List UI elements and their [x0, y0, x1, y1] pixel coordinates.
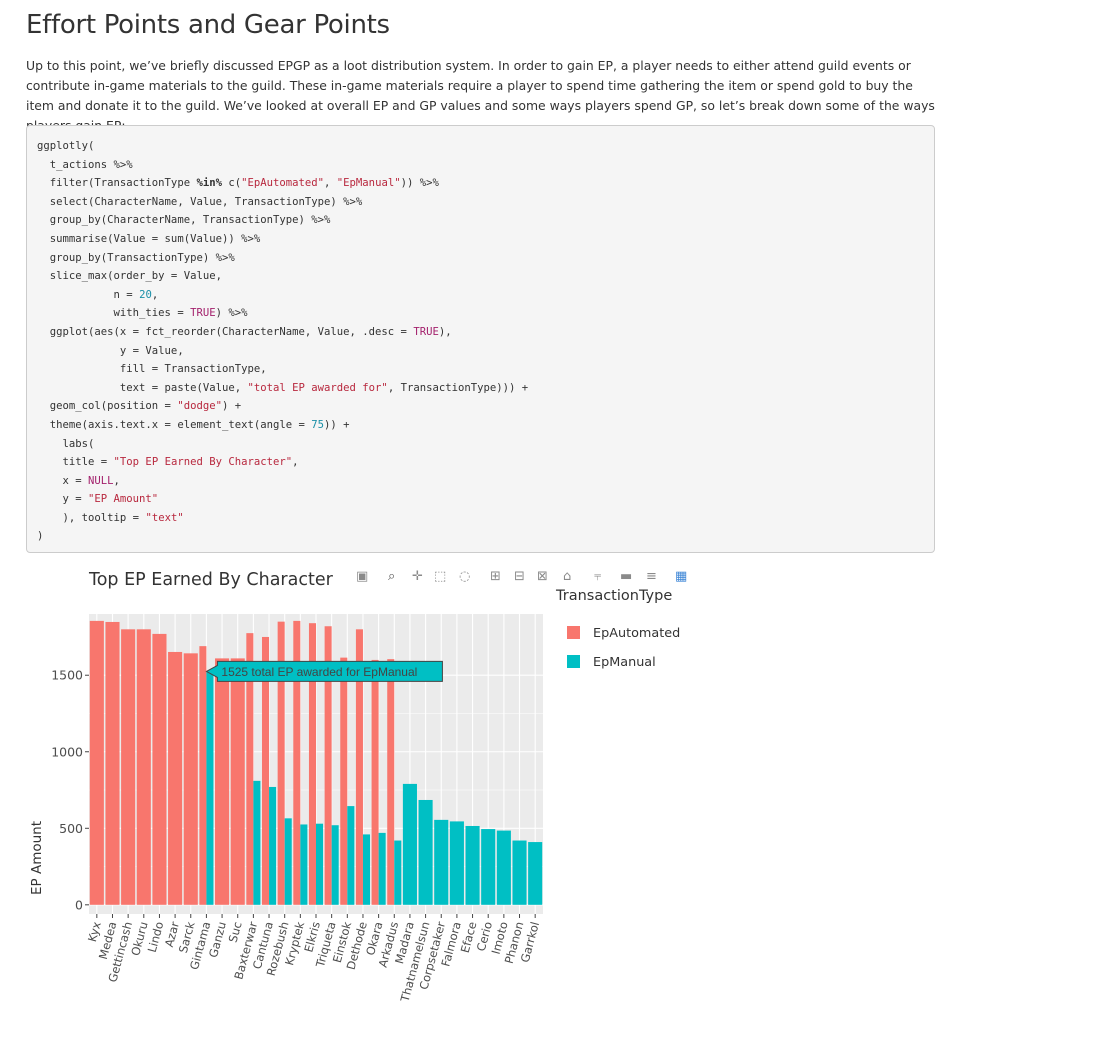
y-tick-label: 1500 [51, 668, 83, 683]
pan-icon[interactable]: ✛ [412, 569, 423, 584]
bar-epmanual-phanon[interactable] [512, 840, 527, 905]
bar-epmanual-imoto[interactable] [496, 830, 511, 905]
bar-epautomated-rozebush[interactable] [277, 621, 285, 905]
legend-item-epautomated[interactable]: EpAutomated [567, 626, 680, 642]
intro-paragraph: Up to this point, we’ve briefly discusse… [26, 58, 935, 133]
bar-epmanual-cantuna[interactable] [269, 786, 277, 905]
bar-epmanual-einstok[interactable] [347, 806, 355, 905]
bar-epmanual-gintama[interactable] [206, 671, 214, 905]
y-tick-label: 1000 [51, 744, 83, 759]
bar-epautomated-okara[interactable] [371, 659, 379, 905]
legend-swatch-epautomated [567, 626, 580, 639]
chart-title: Top EP Earned By Character [88, 570, 334, 590]
code-line: y = Value, [37, 344, 184, 357]
bar-epautomated-azar[interactable] [168, 651, 183, 905]
code-line: group_by(CharacterName, TransactionType)… [37, 214, 331, 227]
code-line: n = 20, [37, 288, 159, 301]
code-line: ggplotly( [37, 140, 95, 152]
code-line: t_actions %>% [37, 158, 133, 171]
bar-epautomated-kyx[interactable] [89, 620, 104, 905]
tooltip-box [205, 660, 443, 682]
code-line: labs( [37, 437, 95, 450]
zoom-icon[interactable]: ⌕ [388, 569, 396, 584]
tooltip-text: 1525 total EP awarded for EpManual [221, 665, 417, 679]
bar-epautomated-gintama[interactable] [199, 646, 207, 905]
legend-title: TransactionType [556, 588, 673, 604]
spike-lines-icon[interactable]: ⫧ [594, 569, 602, 584]
code-line: filter(TransactionType %in% c("EpAutomat… [37, 177, 439, 190]
bar-epmanual-okara[interactable] [378, 832, 386, 905]
bar-epautomated-ganzu[interactable] [215, 658, 230, 905]
box-select-icon[interactable]: ⬚ [434, 569, 447, 584]
bar-epautomated-okuru[interactable] [136, 629, 151, 905]
bar-epmanual-thatnamelsun[interactable] [418, 799, 433, 905]
bar-epautomated-suc[interactable] [230, 658, 245, 905]
hover-closest-icon[interactable]: ▬ [620, 569, 633, 584]
lasso-icon[interactable]: ◌ [459, 569, 471, 584]
autoscale-icon[interactable]: ⊠ [537, 569, 548, 584]
camera-icon[interactable]: ▣ [356, 569, 369, 584]
code-block: ggplotly( t_actions %>% filter(Transacti… [26, 125, 935, 553]
x-tick-label: Kyx [85, 920, 104, 943]
code-line: slice_max(order_by = Value, [37, 270, 222, 283]
code-line: ), tooltip = "text" [37, 511, 184, 524]
home-icon[interactable]: ⌂ [563, 569, 572, 584]
hover-tooltip: 1525 total EP awarded for EpManual [205, 660, 443, 682]
bar-epautomated-lindo[interactable] [152, 633, 167, 905]
code-line: ggplot(aes(x = fct_reorder(CharacterName… [37, 325, 452, 338]
bar-epautomated-kryptek[interactable] [293, 620, 301, 905]
bar-epautomated-triqueta[interactable] [324, 626, 332, 905]
bar-epmanual-eface[interactable] [465, 825, 480, 905]
bar-epautomated-medea[interactable] [105, 621, 120, 905]
x-tick-label: Suc [226, 920, 245, 944]
bar-epautomated-einstok[interactable] [340, 657, 348, 905]
bar-epmanual-garrkol[interactable] [528, 842, 543, 905]
code-line: geom_col(position = "dodge") + [37, 400, 242, 413]
bar-epautomated-elkris[interactable] [308, 623, 316, 905]
bar-epautomated-arkadus[interactable] [387, 659, 395, 905]
x-tick-label: Azar [162, 920, 182, 949]
bar-epautomated-baxterwar[interactable] [246, 633, 254, 905]
code-line: y = "EP Amount" [37, 493, 159, 506]
code-line: theme(axis.text.x = element_text(angle =… [37, 418, 350, 431]
legend-item-epmanual[interactable]: EpManual [567, 655, 656, 671]
bar-epmanual-kryptek[interactable] [300, 824, 308, 905]
bar-epmanual-rozebush[interactable] [284, 818, 292, 905]
y-tick-label: 0 [75, 897, 83, 912]
legend-swatch-epmanual [567, 655, 580, 668]
bar-epmanual-triqueta[interactable] [331, 825, 339, 905]
bar-epautomated-cantuna[interactable] [261, 636, 270, 905]
bar-epmanual-madara[interactable] [402, 783, 417, 905]
code-line: group_by(TransactionType) %>% [37, 251, 235, 264]
zoom-in-icon[interactable]: ⊞ [490, 569, 501, 584]
bar-epautomated-gettincash[interactable] [121, 629, 136, 905]
bar-epmanual-cerio[interactable] [481, 829, 496, 905]
modebar: ▣ ⌕ ✛ ⬚ ◌ ⊞ ⊟ ⊠ ⌂ ⫧ ▬ ≡ ▦ [356, 569, 696, 585]
hover-compare-icon[interactable]: ≡ [646, 569, 657, 584]
y-tick-label: 500 [59, 821, 83, 836]
bar-epmanual-arkadus[interactable] [394, 840, 402, 905]
code-line: x = NULL, [37, 474, 120, 487]
page-title: Effort Points and Gear Points [26, 10, 390, 40]
legend-label: EpManual [593, 655, 656, 670]
code-line: select(CharacterName, Value, Transaction… [37, 195, 363, 208]
bar-epmanual-baxterwar[interactable] [253, 780, 261, 905]
bar-epautomated-dethode[interactable] [355, 629, 363, 905]
bar-epmanual-corpsetaker[interactable] [434, 819, 449, 905]
bar-epautomated-sarck[interactable] [183, 653, 198, 905]
bar-epmanual-falmora[interactable] [449, 821, 464, 905]
plotly-logo-icon[interactable]: ▦ [675, 569, 688, 584]
zoom-out-icon[interactable]: ⊟ [514, 569, 525, 584]
code-line: fill = TransactionType, [37, 363, 267, 376]
bar-epmanual-dethode[interactable] [362, 834, 371, 905]
bar-epmanual-elkris[interactable] [316, 823, 324, 905]
code-line: title = "Top EP Earned By Character", [37, 456, 299, 469]
legend-label: EpAutomated [593, 626, 681, 641]
code-line: text = paste(Value, "total EP awarded fo… [37, 381, 529, 394]
code-line: with_ties = TRUE) %>% [37, 307, 248, 320]
y-axis-title: EP Amount [29, 821, 45, 895]
code-line: summarise(Value = sum(Value)) %>% [37, 232, 261, 245]
code-line: ) [37, 530, 44, 543]
